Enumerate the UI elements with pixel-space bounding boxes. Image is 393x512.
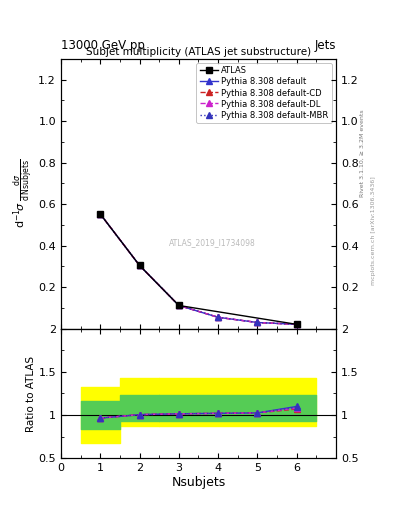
Pythia 8.308 default-DL <box>137 262 142 268</box>
Pythia 8.308 default-CD <box>255 319 260 326</box>
Text: Jets: Jets <box>314 39 336 52</box>
Pythia 8.308 default-CD <box>216 314 220 321</box>
Pythia 8.308 default-MBR <box>255 319 260 326</box>
Pythia 8.308 default-DL <box>216 314 220 321</box>
Pythia 8.308 default-MBR <box>98 211 103 217</box>
Text: Rivet 3.1.10, ≥ 3.2M events: Rivet 3.1.10, ≥ 3.2M events <box>360 110 365 198</box>
Line: Pythia 8.308 default-DL: Pythia 8.308 default-DL <box>97 211 299 327</box>
ATLAS <box>137 262 142 268</box>
Line: Pythia 8.308 default-MBR: Pythia 8.308 default-MBR <box>97 211 299 327</box>
Text: 13000 GeV pp: 13000 GeV pp <box>61 39 145 52</box>
Y-axis label: $\mathrm{d}^{-1}\!\sigma\;\frac{\mathrm{d}\sigma}{\mathrm{d}\,\mathrm{Nsubjets}}: $\mathrm{d}^{-1}\!\sigma\;\frac{\mathrm{… <box>11 159 35 228</box>
Pythia 8.308 default <box>294 322 299 328</box>
Pythia 8.308 default-MBR <box>176 303 181 309</box>
Pythia 8.308 default <box>216 314 220 321</box>
Line: Pythia 8.308 default-CD: Pythia 8.308 default-CD <box>97 211 299 327</box>
ATLAS <box>98 211 103 217</box>
Pythia 8.308 default-DL <box>176 303 181 309</box>
Pythia 8.308 default-MBR <box>216 314 220 321</box>
Line: ATLAS: ATLAS <box>97 210 300 328</box>
ATLAS <box>294 322 299 328</box>
Line: Pythia 8.308 default: Pythia 8.308 default <box>97 211 299 327</box>
Pythia 8.308 default-MBR <box>137 262 142 268</box>
Pythia 8.308 default-CD <box>98 211 103 217</box>
ATLAS <box>176 303 181 309</box>
Pythia 8.308 default-DL <box>294 322 299 328</box>
Legend: ATLAS, Pythia 8.308 default, Pythia 8.308 default-CD, Pythia 8.308 default-DL, P: ATLAS, Pythia 8.308 default, Pythia 8.30… <box>196 63 332 123</box>
Pythia 8.308 default-MBR <box>294 322 299 328</box>
Pythia 8.308 default-DL <box>98 211 103 217</box>
Pythia 8.308 default-CD <box>176 303 181 309</box>
Pythia 8.308 default-CD <box>137 262 142 268</box>
Text: ATLAS_2019_I1734098: ATLAS_2019_I1734098 <box>169 238 255 247</box>
Pythia 8.308 default-CD <box>294 322 299 328</box>
Pythia 8.308 default <box>255 319 260 326</box>
Pythia 8.308 default-DL <box>255 319 260 326</box>
Y-axis label: Ratio to ATLAS: Ratio to ATLAS <box>26 355 36 432</box>
Title: Subjet multiplicity (ATLAS jet substructure): Subjet multiplicity (ATLAS jet substruct… <box>86 47 311 57</box>
X-axis label: Nsubjets: Nsubjets <box>171 476 226 489</box>
Pythia 8.308 default <box>176 303 181 309</box>
Pythia 8.308 default <box>98 211 103 217</box>
Text: mcplots.cern.ch [arXiv:1306.3436]: mcplots.cern.ch [arXiv:1306.3436] <box>371 176 376 285</box>
Pythia 8.308 default <box>137 262 142 268</box>
